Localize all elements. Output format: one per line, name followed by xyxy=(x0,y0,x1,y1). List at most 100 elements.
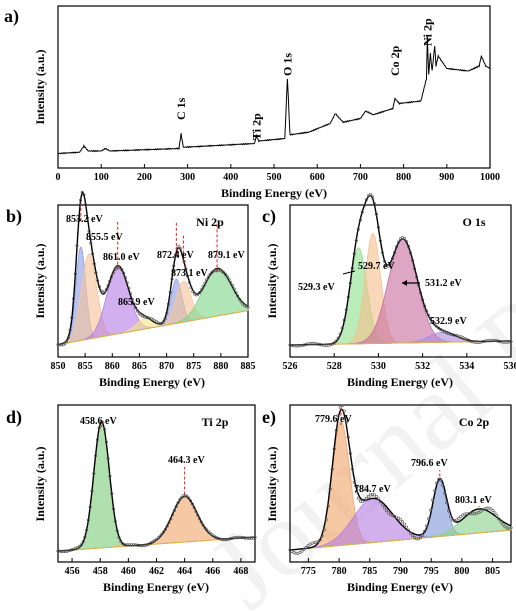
raw-data-point xyxy=(153,539,157,543)
raw-data-point xyxy=(241,302,245,306)
raw-data-point xyxy=(435,481,439,485)
raw-data-point xyxy=(98,285,102,289)
raw-data-point xyxy=(172,509,176,513)
raw-data-point xyxy=(97,426,101,430)
raw-data-point xyxy=(192,506,196,510)
raw-data-point xyxy=(298,550,302,554)
raw-data-point xyxy=(59,343,63,347)
raw-data-point xyxy=(308,342,312,346)
raw-data-point xyxy=(499,340,503,344)
raw-data-point xyxy=(132,302,136,306)
raw-data-point xyxy=(427,313,431,317)
raw-data-point xyxy=(172,264,176,268)
raw-data-point xyxy=(60,549,64,553)
raw-data-point xyxy=(425,524,429,528)
raw-data-point xyxy=(85,528,89,532)
panel-e: e) 775 780 785 790 795 800 805 Co 2p 779.6 eV … xyxy=(262,404,513,594)
raw-data-point xyxy=(294,344,298,348)
raw-data-point xyxy=(170,277,174,281)
x-tick-label: 530 xyxy=(371,361,386,372)
panel-b-annotation: 861.0 eV xyxy=(103,252,140,263)
raw-data-point xyxy=(83,535,87,539)
raw-data-point xyxy=(165,524,169,528)
raw-data-point xyxy=(136,309,140,313)
panel-e-xlabel: Binding Energy (eV) xyxy=(347,580,453,594)
raw-data-point xyxy=(67,549,71,553)
x-tick-label: 460 xyxy=(121,566,136,577)
raw-data-point xyxy=(65,340,69,344)
raw-data-point xyxy=(413,267,417,271)
raw-data-point xyxy=(106,456,110,460)
raw-data-point xyxy=(179,247,183,251)
raw-data-point xyxy=(244,536,248,540)
raw-data-point xyxy=(58,343,62,347)
raw-data-point xyxy=(117,535,121,539)
raw-data-point xyxy=(241,535,245,539)
raw-data-point xyxy=(419,291,423,295)
raw-data-point xyxy=(137,543,141,547)
raw-data-point xyxy=(509,340,513,344)
raw-data-point xyxy=(142,544,146,548)
raw-data-point xyxy=(362,498,366,502)
survey-spectrum-line xyxy=(57,36,491,155)
raw-data-point xyxy=(90,489,94,493)
raw-data-point xyxy=(237,297,241,301)
x-tick-label: 600 xyxy=(310,172,325,183)
raw-data-point xyxy=(463,512,467,516)
raw-data-point xyxy=(194,509,198,513)
x-tick-label: 800 xyxy=(454,566,469,577)
raw-data-point xyxy=(96,279,100,283)
raw-data-point xyxy=(198,517,202,521)
raw-data-point xyxy=(103,290,107,294)
raw-data-point xyxy=(411,258,415,262)
panel-d-label: d) xyxy=(6,407,22,428)
raw-data-point xyxy=(142,315,146,319)
panel-e-ylabel: Intensity (a.u.) xyxy=(265,446,279,521)
panel-b-annotation: 872.4 eV xyxy=(157,250,194,261)
x-tick-label: 790 xyxy=(393,566,408,577)
panel-c-plot xyxy=(288,192,513,348)
raw-data-point xyxy=(222,271,226,275)
raw-data-point xyxy=(302,547,306,551)
raw-data-point xyxy=(433,322,437,326)
raw-data-point xyxy=(140,544,144,548)
raw-data-point xyxy=(467,512,471,516)
raw-data-point xyxy=(213,268,217,272)
raw-data-point xyxy=(374,494,378,498)
raw-data-point xyxy=(350,266,354,270)
panel-a-xticks: 0 100 200 300 400 500 600 700 800 900 1000 xyxy=(56,164,500,183)
raw-data-point xyxy=(186,274,190,278)
panel-b-annotation: 879.1 eV xyxy=(208,250,245,261)
raw-data-point xyxy=(239,300,243,304)
raw-data-point xyxy=(431,498,435,502)
raw-data-point xyxy=(366,194,370,198)
raw-data-point xyxy=(61,550,65,554)
x-tick-label: 865 xyxy=(132,361,147,372)
raw-data-point xyxy=(408,251,412,255)
x-tick-label: 534 xyxy=(459,361,474,372)
raw-data-point xyxy=(113,519,117,523)
raw-data-point xyxy=(176,501,180,505)
raw-data-point xyxy=(340,326,344,330)
raw-data-point xyxy=(234,291,238,295)
raw-data-point xyxy=(171,513,175,517)
raw-data-point xyxy=(146,316,150,320)
x-tick-label: 458 xyxy=(93,566,108,577)
panel-a: a) 0 100 200 300 400 500 600 700 800 900 1000 C 1s… xyxy=(4,5,500,200)
raw-data-point xyxy=(491,338,495,342)
x-tick-label: 526 xyxy=(283,361,298,372)
raw-data-point xyxy=(499,520,503,524)
panel-b-label: b) xyxy=(6,206,22,227)
raw-data-point xyxy=(324,518,328,522)
raw-data-point xyxy=(251,536,255,540)
raw-data-point xyxy=(70,316,74,320)
raw-data-point xyxy=(320,534,324,538)
raw-data-point xyxy=(187,280,191,284)
raw-data-point xyxy=(215,536,219,540)
raw-data-point xyxy=(439,328,443,332)
raw-data-point xyxy=(160,532,164,536)
raw-data-point xyxy=(104,440,108,444)
raw-data-point xyxy=(356,496,360,500)
raw-data-point xyxy=(332,341,336,345)
raw-data-point xyxy=(352,480,356,484)
